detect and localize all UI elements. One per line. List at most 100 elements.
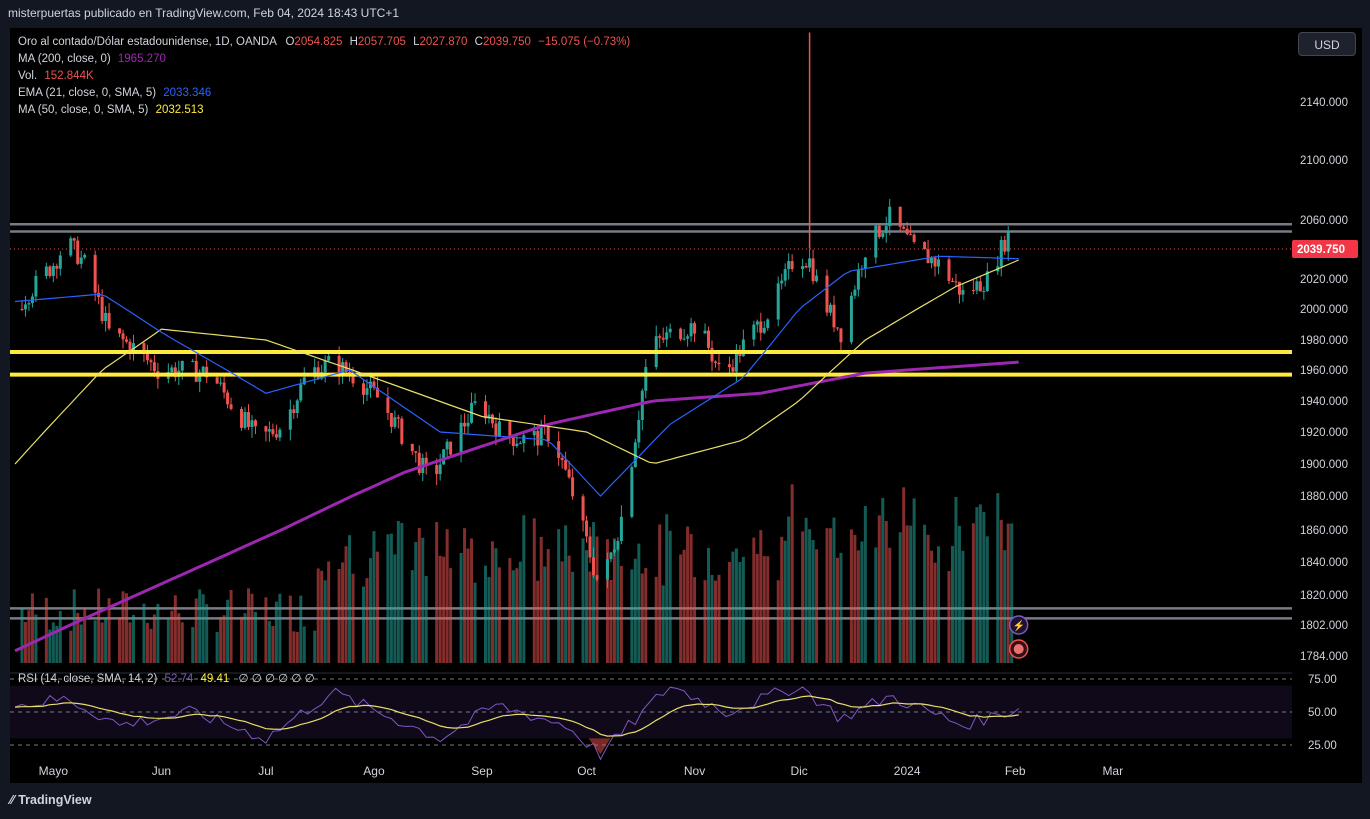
candle [393,410,397,429]
candle-body [971,290,975,292]
candle-body [975,281,979,291]
candle [473,393,477,406]
candle [104,306,108,332]
candle-body [121,333,125,340]
legend-volume-row[interactable]: Vol. 152.844K [18,68,630,85]
volume-bar [710,574,714,663]
volume-bar [215,631,219,663]
price-axis-svg: 2140.000 2100.000 2060.000 2020.000 2000.000… [1292,97,1358,752]
volume-bar [104,618,108,663]
volume-bar [933,562,937,663]
candle-body [497,421,501,437]
candle [1006,226,1010,261]
candle [55,263,59,279]
volume-bar [194,598,198,663]
candle-body [808,258,812,268]
candle-body [849,295,853,343]
volume-bar [466,548,470,663]
price-tick-label: 1880.000 [1300,491,1348,503]
volume-bar [473,582,477,663]
candle [76,236,80,266]
candle-body [205,366,209,378]
candle-body [79,257,83,264]
candle-body [274,434,278,438]
volume-bar [682,549,686,663]
candle-body [288,409,292,430]
candle [145,344,149,365]
volume-bar [1010,523,1014,663]
candle-body [198,372,202,382]
price-tick-label: 2100.000 [1300,155,1348,167]
candle [295,398,299,419]
candle [463,413,467,435]
candle-body [707,330,711,348]
volume-bar [766,556,770,663]
candle [874,224,878,264]
legend-symbol-row[interactable]: Oro al contado/Dólar estadounidense, 1D,… [18,34,630,51]
volume-bar [689,534,693,663]
candle [926,240,930,264]
candle-body [703,330,707,334]
rsi-tick-label: 50.00 [1308,707,1337,719]
candle [560,455,564,469]
candle [665,326,669,347]
volume-bar [463,528,467,663]
candle [278,427,282,442]
volume-bar [884,520,888,663]
volume-bar [588,571,592,663]
currency-button[interactable]: USD [1298,32,1356,56]
candle [1003,235,1007,255]
candle [34,270,38,302]
price-tick-label: 2020.000 [1300,274,1348,286]
chart-area[interactable]: MayoJunJulAgoSepOctNovDic2024FebMarAbr⚡ [10,28,1292,783]
candle-body [815,275,819,282]
volume-bar [243,613,247,663]
volume-bar [982,512,986,663]
candle-body [508,421,512,438]
candle [243,407,247,430]
volume-bar [494,548,498,663]
candle-body [668,328,672,333]
rsi-legend[interactable]: RSI (14, close, SMA, 14, 2) 52.74 49.41 … [18,671,315,685]
candle [783,263,787,287]
volume-bar [759,530,763,663]
volume-bar [487,577,491,663]
legend-ema21-row[interactable]: EMA (21, close, 0, SMA, 5) 2033.346 [18,85,630,102]
candle-body [194,360,198,382]
candle-body [835,327,839,329]
candle-body [219,382,223,384]
volume-bar [316,568,320,663]
price-axis[interactable]: 2140.000 2100.000 2060.000 2020.000 2000.000… [1292,28,1362,783]
candle [449,441,453,457]
candle [630,465,634,519]
candle-body [511,437,515,447]
price-tick-label: 1820.000 [1300,590,1348,602]
candle-body [616,540,620,550]
volume-bar [898,532,902,663]
legend-ma50-row[interactable]: MA (50, close, 0, SMA, 5) 2032.513 [18,102,630,119]
candle [445,438,449,458]
volume-bar [198,589,202,663]
volume-bar [166,618,170,663]
x-tick-label: Dic [790,764,807,778]
candle [839,328,843,353]
candle-body [27,303,31,305]
rsi-label: RSI (14, close, SMA, 14, 2) [18,673,158,685]
candle [616,537,620,552]
volume-bar [107,598,111,663]
volume-bar [713,580,717,663]
candle [804,262,808,269]
volume-bar [755,553,759,663]
candle [815,269,819,283]
price-tick-label: 1784.000 [1300,651,1348,663]
volume-bar [302,626,306,663]
volume-bar [999,519,1003,663]
volume-bar [156,603,160,663]
volume-bar [909,525,913,663]
legend-ma200-row[interactable]: MA (200, close, 0) 1965.270 [18,51,630,68]
candle-body [592,557,596,576]
candle [438,453,442,481]
candle [44,262,48,280]
candle-body [637,419,641,443]
candle-body [783,269,787,281]
